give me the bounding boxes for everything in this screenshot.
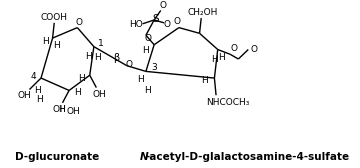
Text: OH: OH	[52, 105, 66, 114]
Text: H: H	[74, 88, 81, 97]
Text: OH: OH	[18, 91, 31, 100]
Text: H: H	[78, 74, 85, 82]
Text: H: H	[86, 52, 92, 61]
Text: O: O	[164, 20, 171, 29]
Text: β: β	[113, 53, 119, 63]
Text: S: S	[153, 14, 159, 24]
Text: H: H	[143, 46, 149, 55]
Text: H: H	[36, 95, 43, 103]
Text: H: H	[211, 55, 218, 64]
Text: H: H	[53, 41, 60, 50]
Text: COOH: COOH	[41, 13, 68, 22]
Text: O: O	[76, 18, 82, 27]
Text: 1: 1	[98, 39, 103, 48]
Text: OH: OH	[93, 90, 107, 99]
Text: 3: 3	[151, 63, 157, 72]
Text: O: O	[251, 45, 257, 54]
Text: O: O	[231, 44, 238, 53]
Text: H: H	[42, 37, 49, 46]
Text: O: O	[174, 17, 181, 26]
Text: H: H	[219, 53, 225, 62]
Text: HO: HO	[129, 20, 143, 29]
Text: OH: OH	[66, 107, 80, 116]
Text: H: H	[144, 86, 151, 95]
Text: H: H	[94, 53, 100, 62]
Text: O: O	[160, 1, 167, 10]
Text: H: H	[138, 75, 144, 85]
Text: H: H	[34, 86, 41, 95]
Text: D-glucuronate: D-glucuronate	[15, 152, 100, 162]
Text: N: N	[140, 152, 149, 162]
Text: H: H	[60, 105, 66, 114]
Text: H: H	[201, 76, 208, 85]
Text: O: O	[126, 60, 133, 69]
Text: -acetyl-D-glalactosamine-4-sulfate: -acetyl-D-glalactosamine-4-sulfate	[145, 152, 349, 162]
Text: NHCOCH₃: NHCOCH₃	[206, 98, 249, 107]
Text: O: O	[145, 34, 152, 43]
Text: 4: 4	[31, 72, 36, 81]
Text: CH₂OH: CH₂OH	[188, 8, 218, 17]
